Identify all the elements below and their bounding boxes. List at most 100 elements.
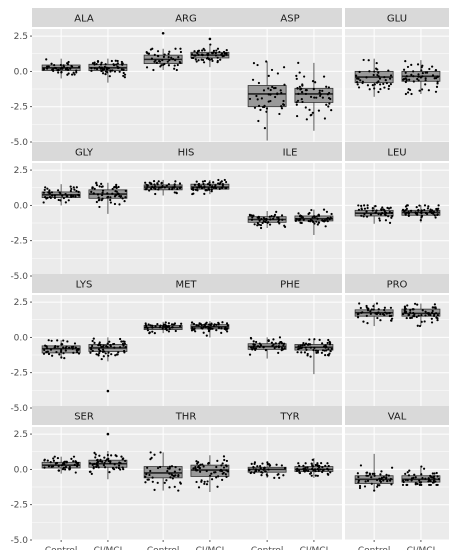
data-point-ala-control <box>55 67 58 70</box>
data-point-ile-control <box>262 216 265 219</box>
data-point-leu-control <box>366 206 369 210</box>
data-point-his-control <box>176 187 179 191</box>
data-point-lys-control <box>43 348 46 352</box>
data-point-arg-control <box>167 52 170 56</box>
data-point-ala-ci-mci <box>109 70 112 73</box>
data-point-glu-ci-mci <box>405 75 408 78</box>
data-point-thr-ci-mci <box>208 474 212 477</box>
facet-strip-tyr <box>238 406 342 425</box>
data-point-arg-control <box>151 47 154 50</box>
data-point-asp-control <box>282 103 285 106</box>
data-point-pro-control <box>372 308 375 311</box>
data-point-ser-ci-mci <box>90 472 93 475</box>
data-point-arg-control <box>162 55 166 58</box>
data-point-his-control <box>171 188 174 191</box>
data-point-asp-ci-mci <box>309 114 312 117</box>
data-point-ile-ci-mci <box>313 222 316 225</box>
data-point-gly-control <box>69 185 72 188</box>
facet-strip-arg <box>134 8 238 27</box>
data-point-arg-control <box>179 47 182 50</box>
data-point-pro-control <box>384 311 387 314</box>
data-point-gly-ci-mci <box>109 198 112 202</box>
data-point-thr-ci-mci <box>200 480 203 483</box>
data-point-glu-control <box>379 87 382 91</box>
data-point-tyr-ci-mci <box>308 472 312 475</box>
data-point-ile-control <box>252 214 255 217</box>
data-point-met-control <box>179 325 182 328</box>
data-point-leu-control <box>380 208 383 212</box>
y-tick-label: -5.0 <box>10 272 28 282</box>
data-point-phe-ci-mci <box>301 344 304 347</box>
data-point-gly-control <box>61 194 64 197</box>
data-point-tyr-ci-mci <box>321 466 324 469</box>
data-point-his-ci-mci <box>211 185 214 188</box>
data-point-arg-ci-mci <box>212 49 216 52</box>
data-point-his-control <box>151 185 154 188</box>
data-point-pro-control <box>356 316 360 319</box>
data-point-val-ci-mci <box>422 467 426 470</box>
data-point-thr-ci-mci <box>194 467 197 470</box>
data-point-asp-control <box>267 100 270 103</box>
data-point-glu-ci-mci <box>428 67 431 71</box>
data-point-val-control <box>357 481 360 484</box>
data-point-ser-ci-mci <box>109 462 112 465</box>
data-point-ala-control <box>69 67 72 70</box>
data-point-pro-ci-mci <box>429 313 432 317</box>
data-point-gly-ci-mci <box>100 185 103 188</box>
data-point-ala-control <box>45 67 49 70</box>
y-tick-label: 0.0 <box>14 333 29 343</box>
data-point-arg-control <box>153 53 156 56</box>
data-point-met-ci-mci <box>220 331 223 334</box>
data-point-val-ci-mci <box>406 471 409 474</box>
facet-label-ile: ILE <box>283 148 298 159</box>
data-point-lys-control <box>49 348 53 351</box>
data-point-pro-control <box>383 306 386 309</box>
data-point-met-ci-mci <box>192 322 196 326</box>
data-point-leu-control <box>377 212 380 216</box>
data-point-ser-control <box>47 465 51 468</box>
facet-strip-pro <box>345 274 449 293</box>
data-point-gly-ci-mci <box>97 196 100 199</box>
data-point-ser-ci-mci <box>100 460 104 463</box>
data-point-his-ci-mci <box>208 184 212 187</box>
data-point-asp-ci-mci <box>300 98 303 101</box>
data-point-thr-ci-mci <box>210 472 213 475</box>
data-point-arg-ci-mci <box>216 59 219 63</box>
data-point-thr-control <box>156 466 160 470</box>
facet-panel-his <box>134 163 238 276</box>
data-point-thr-ci-mci <box>197 465 200 469</box>
data-point-ser-ci-mci <box>103 461 106 465</box>
facet-label-arg: ARG <box>175 14 197 25</box>
data-point-asp-ci-mci <box>304 92 308 96</box>
data-point-tyr-control <box>266 461 269 464</box>
data-point-tyr-ci-mci <box>316 474 319 477</box>
data-point-leu-control <box>378 217 381 220</box>
data-point-his-ci-mci <box>220 180 223 183</box>
data-point-met-ci-mci <box>226 330 229 333</box>
data-point-pro-control <box>383 308 386 312</box>
data-point-val-ci-mci <box>410 477 414 480</box>
data-point-glu-control <box>373 87 376 90</box>
data-point-gly-control <box>74 195 77 198</box>
y-tick-label: -5.0 <box>10 404 28 414</box>
data-point-pro-ci-mci <box>427 313 430 316</box>
data-point-phe-control <box>280 349 283 352</box>
data-point-leu-ci-mci <box>419 218 422 222</box>
data-point-leu-control <box>363 212 366 216</box>
data-point-arg-ci-mci <box>200 58 203 61</box>
data-point-phe-ci-mci <box>302 341 305 345</box>
data-point-pro-ci-mci <box>420 320 423 323</box>
data-point-ala-ci-mci <box>122 74 125 78</box>
data-point-arg-control <box>145 66 149 69</box>
data-point-thr-ci-mci <box>223 458 226 462</box>
data-point-gly-control <box>64 192 67 196</box>
data-point-ser-control <box>73 463 76 466</box>
y-tick-label: 0.0 <box>14 201 29 211</box>
data-point-tyr-ci-mci <box>319 468 322 471</box>
data-point-arg-control <box>177 56 180 59</box>
y-tick-label: -2.5 <box>10 369 28 379</box>
y-tick-label: -5.0 <box>10 536 28 546</box>
data-point-asp-ci-mci <box>296 99 300 102</box>
facet-label-his: HIS <box>178 148 195 159</box>
data-point-val-ci-mci <box>420 483 423 487</box>
